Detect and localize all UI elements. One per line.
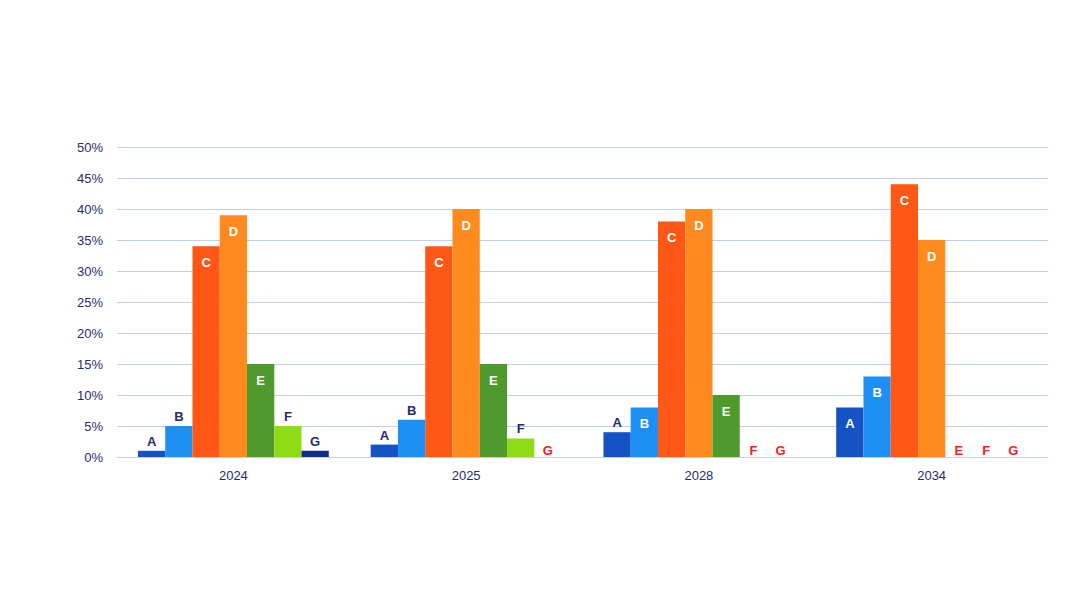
svg-text:D: D: [927, 249, 936, 264]
svg-text:A: A: [380, 428, 390, 443]
svg-text:15%: 15%: [77, 357, 103, 372]
svg-text:10%: 10%: [77, 388, 103, 403]
svg-text:0%: 0%: [84, 450, 103, 465]
svg-text:2034: 2034: [917, 468, 946, 483]
svg-text:B: B: [640, 416, 649, 431]
svg-text:E: E: [256, 373, 265, 388]
svg-text:2025: 2025: [452, 468, 481, 483]
svg-text:F: F: [749, 443, 757, 458]
svg-text:A: A: [612, 415, 622, 430]
svg-text:G: G: [776, 443, 786, 458]
svg-text:20%: 20%: [77, 326, 103, 341]
svg-text:C: C: [667, 230, 677, 245]
svg-text:25%: 25%: [77, 295, 103, 310]
svg-text:G: G: [1008, 443, 1018, 458]
svg-text:C: C: [434, 255, 444, 270]
svg-text:D: D: [229, 224, 238, 239]
svg-text:40%: 40%: [77, 202, 103, 217]
svg-text:G: G: [543, 443, 553, 458]
svg-text:C: C: [201, 255, 211, 270]
svg-text:E: E: [955, 443, 964, 458]
svg-text:F: F: [517, 421, 525, 436]
svg-text:B: B: [872, 385, 881, 400]
svg-text:F: F: [982, 443, 990, 458]
svg-text:E: E: [722, 404, 731, 419]
svg-text:30%: 30%: [77, 264, 103, 279]
svg-text:F: F: [284, 409, 292, 424]
svg-text:2024: 2024: [219, 468, 248, 483]
svg-text:A: A: [845, 416, 855, 431]
svg-text:45%: 45%: [77, 171, 103, 186]
svg-text:D: D: [461, 218, 470, 233]
svg-text:D: D: [694, 218, 703, 233]
svg-text:G: G: [310, 434, 320, 449]
svg-text:35%: 35%: [77, 233, 103, 248]
svg-text:E: E: [489, 373, 498, 388]
svg-text:B: B: [407, 403, 416, 418]
svg-text:B: B: [174, 409, 183, 424]
svg-text:2028: 2028: [684, 468, 713, 483]
svg-text:A: A: [147, 434, 157, 449]
svg-text:5%: 5%: [84, 419, 103, 434]
svg-text:50%: 50%: [77, 140, 103, 155]
svg-text:C: C: [900, 193, 910, 208]
